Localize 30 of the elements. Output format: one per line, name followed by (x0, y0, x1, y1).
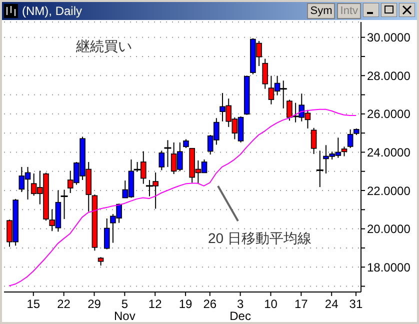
candlestick (104, 218, 110, 250)
text: 20 日移動平均線 (208, 230, 312, 248)
candlestick (262, 58, 268, 90)
candlestick (347, 128, 354, 148)
candlestick (158, 150, 165, 171)
x-tick-label: 3 Dec (230, 297, 251, 323)
y-tick-label: 18.0000 (367, 260, 411, 274)
y-tick-label: 22.0000 (367, 184, 411, 198)
text: Intv (337, 3, 361, 19)
candlestick (310, 127, 317, 154)
x-tick-label: 19 (178, 297, 193, 311)
x-tick-label: 29 (88, 297, 102, 311)
x-tick-label: 5 Nov (114, 297, 136, 323)
y-tick-label: 20.0000 (367, 222, 411, 236)
y-tick-label: 28.0000 (367, 68, 411, 83)
x-tick-label: 15 (26, 297, 40, 311)
x-tick-label: 12 (148, 297, 162, 311)
y-tick-label: 26.0000 (367, 107, 411, 122)
x-tick-label: 26 (203, 297, 217, 311)
x-tick-label: 17 (294, 297, 308, 311)
text: Sym (307, 3, 336, 19)
candlestick (341, 146, 348, 157)
annotation: 継続買い (76, 38, 132, 56)
chart-title: (NM), Daily (22, 4, 82, 18)
y-tick-label: 24.0000 (367, 145, 411, 160)
x-tick-label: 31 (349, 297, 363, 311)
x-tick-label: 10 (264, 297, 278, 311)
x-tick-label: 24 (324, 297, 339, 311)
y-tick-label: 30.0000 (367, 30, 411, 45)
x-tick-label: 22 (57, 297, 71, 311)
